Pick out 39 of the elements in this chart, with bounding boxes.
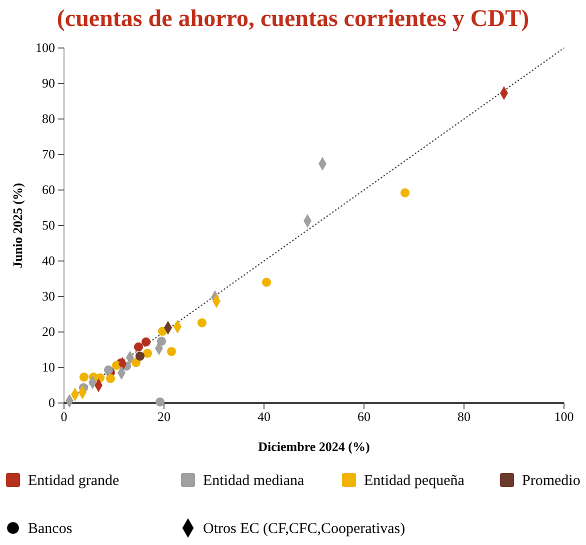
legend-label: Promedio — [522, 473, 580, 489]
point — [166, 346, 176, 356]
y-tick-label: 80 — [42, 111, 55, 126]
point — [79, 372, 89, 382]
point — [197, 318, 207, 328]
y-tick-label: 90 — [42, 76, 55, 91]
point — [142, 348, 152, 358]
point — [135, 352, 145, 361]
text: Otros EC (CF,CFC,Cooperativas) — [203, 521, 406, 537]
x-axis-title: Diciembre 2024 (%) — [258, 439, 370, 454]
y-tick-label: 0 — [48, 395, 55, 410]
x-tick-label: 40 — [258, 409, 270, 424]
point — [262, 278, 272, 287]
y-tick-label: 50 — [42, 218, 55, 233]
y-tick-label: 10 — [42, 360, 55, 375]
x-tick-label: 80 — [458, 409, 470, 424]
legend-label: Entidad pequeña — [364, 473, 465, 489]
y-tick-label: 60 — [42, 182, 55, 198]
point — [400, 188, 410, 198]
legend-label: Entidad mediana — [203, 473, 305, 489]
x-tick-label: 20 — [158, 409, 170, 424]
x-tick-label: 100 — [554, 409, 574, 424]
y-tick-label: 100 — [36, 40, 55, 56]
text: Bancos — [28, 521, 72, 537]
y-axis-title: Junio 2025 (%) — [10, 182, 25, 268]
point — [106, 374, 116, 384]
y-tick-label: 40 — [42, 253, 55, 268]
chart-title: (cuentas de ahorro, cuentas corrientes y CDT) — [56, 6, 530, 32]
point — [104, 365, 114, 375]
y-tick-label: 70 — [42, 146, 55, 162]
y-tick-label: 30 — [42, 288, 55, 304]
point — [141, 337, 151, 346]
point — [134, 342, 144, 352]
y-tick-label: 20 — [42, 324, 55, 340]
point — [155, 397, 165, 406]
x-tick-label: 0 — [60, 409, 68, 424]
point — [131, 358, 141, 368]
legend-label: Entidad grande — [28, 473, 120, 489]
x-tick-label: 60 — [358, 409, 370, 424]
